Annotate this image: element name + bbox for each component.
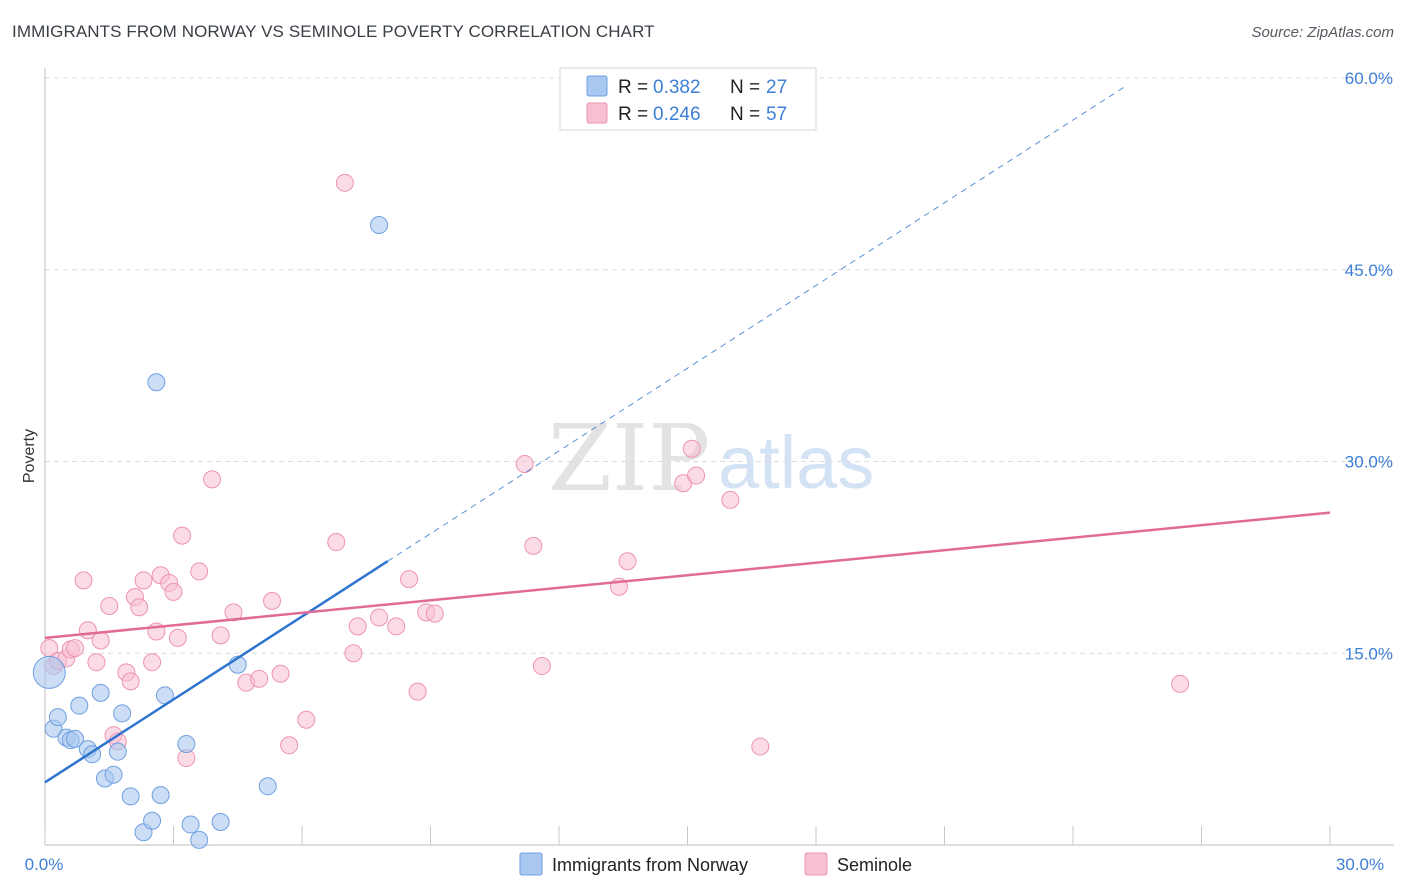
- point-norway: [190, 830, 209, 849]
- point-norway: [211, 812, 230, 831]
- x-ticks: [44, 826, 1331, 845]
- point-norway: [151, 786, 170, 805]
- point-seminole: [1171, 674, 1190, 693]
- point-seminole: [121, 672, 140, 691]
- point-norway: [370, 216, 389, 235]
- legend-r-label-seminole: R =: [618, 104, 648, 125]
- y-tick-label: 15.0%: [1345, 644, 1393, 663]
- point-norway: [108, 742, 127, 761]
- y-tick-label: 30.0%: [1345, 453, 1393, 472]
- point-seminole: [327, 533, 346, 552]
- point-seminole: [751, 737, 770, 756]
- legend-n-label-norway: N =: [730, 77, 760, 98]
- point-norway: [32, 655, 66, 689]
- point-seminole: [130, 598, 149, 617]
- point-seminole: [143, 653, 162, 672]
- point-seminole: [425, 604, 444, 623]
- point-norway: [121, 787, 140, 806]
- bottom-legend: Immigrants from Norway Seminole: [519, 852, 912, 876]
- point-seminole: [271, 664, 290, 683]
- y-tick-labels: 15.0% 30.0% 45.0% 60.0%: [1345, 69, 1393, 663]
- trendline-seminole: [44, 511, 1331, 640]
- point-seminole: [65, 639, 84, 658]
- x-tick-label-min: 0.0%: [25, 855, 64, 874]
- legend: R = 0.382 N = 27 R = 0.246 N = 57: [559, 67, 817, 131]
- point-seminole: [524, 536, 543, 555]
- legend-swatch-norway: [586, 75, 608, 97]
- point-seminole: [87, 653, 106, 672]
- point-seminole: [263, 591, 282, 610]
- bottom-legend-label-seminole: Seminole: [837, 855, 912, 875]
- legend-r-label-norway: R =: [618, 77, 648, 98]
- point-seminole: [618, 552, 637, 571]
- legend-r-value-norway: 0.382: [653, 77, 701, 98]
- chart-title: IMMIGRANTS FROM NORWAY VS SEMINOLE POVER…: [12, 22, 655, 41]
- point-seminole: [168, 628, 187, 647]
- point-seminole: [297, 710, 316, 729]
- watermark-zip: ZIP: [548, 405, 710, 512]
- bottom-legend-swatch-norway: [519, 852, 543, 876]
- point-norway: [91, 683, 110, 702]
- point-seminole: [100, 596, 119, 615]
- legend-n-value-seminole: 57: [766, 104, 787, 125]
- point-seminole: [280, 736, 299, 755]
- point-norway: [177, 735, 196, 754]
- point-seminole: [687, 466, 706, 485]
- y-tick-label: 60.0%: [1345, 69, 1393, 88]
- point-norway: [147, 373, 166, 392]
- series-norway: [32, 216, 389, 849]
- point-seminole: [173, 526, 192, 545]
- trendlines: [44, 86, 1331, 784]
- point-seminole: [400, 570, 419, 589]
- legend-n-value-norway: 27: [766, 77, 787, 98]
- bottom-legend-swatch-seminole: [804, 852, 828, 876]
- point-seminole: [682, 439, 701, 458]
- point-seminole: [348, 617, 367, 636]
- point-seminole: [721, 490, 740, 509]
- point-seminole: [134, 571, 153, 590]
- point-seminole: [335, 173, 354, 192]
- y-tick-label: 45.0%: [1345, 261, 1393, 280]
- gridlines: [45, 77, 1394, 654]
- point-seminole: [250, 669, 269, 688]
- source-credit: Source: ZipAtlas.com: [1251, 24, 1394, 41]
- point-seminole: [190, 562, 209, 581]
- trendline-norway: [44, 560, 389, 784]
- point-norway: [104, 765, 123, 784]
- point-seminole: [515, 455, 534, 474]
- point-norway: [181, 815, 200, 834]
- point-seminole: [387, 617, 406, 636]
- axes: [44, 68, 1394, 846]
- point-seminole: [370, 608, 389, 627]
- point-norway: [48, 708, 67, 727]
- point-seminole: [344, 644, 363, 663]
- point-seminole: [164, 582, 183, 601]
- point-seminole: [211, 626, 230, 645]
- y-axis-title: Poverty: [21, 429, 38, 483]
- point-norway: [258, 777, 277, 796]
- legend-n-label-seminole: N =: [730, 104, 760, 125]
- point-norway: [65, 729, 84, 748]
- point-seminole: [203, 470, 222, 489]
- point-norway: [113, 704, 132, 723]
- point-seminole: [74, 571, 93, 590]
- x-tick-label-max: 30.0%: [1336, 855, 1384, 874]
- point-norway: [143, 811, 162, 830]
- point-seminole: [91, 631, 110, 650]
- trendline-norway-extrapolated: [387, 86, 1125, 562]
- point-seminole: [224, 603, 243, 622]
- legend-swatch-seminole: [586, 102, 608, 124]
- watermark-atlas: atlas: [718, 421, 874, 504]
- point-norway: [70, 696, 89, 715]
- bottom-legend-label-norway: Immigrants from Norway: [552, 855, 748, 875]
- point-seminole: [408, 682, 427, 701]
- point-seminole: [532, 657, 551, 676]
- legend-r-value-seminole: 0.246: [653, 104, 701, 125]
